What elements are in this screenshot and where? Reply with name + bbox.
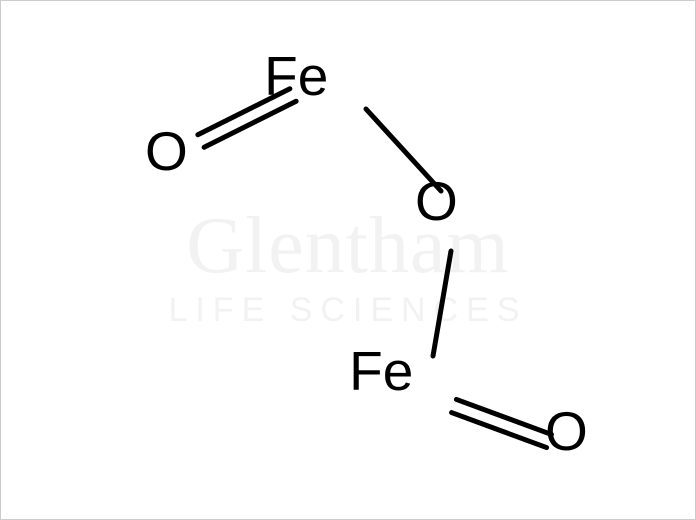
atom-O3: O [545, 404, 588, 459]
bond-layer [1, 1, 696, 520]
atom-Fe2: Fe [349, 344, 413, 399]
structure-canvas: Glentham LIFE SCIENCES OFeOFeO [0, 0, 696, 520]
bond-line [433, 251, 451, 356]
bond-line [452, 413, 547, 448]
atom-Fe1: Fe [264, 49, 328, 104]
atom-O1: O [145, 124, 188, 179]
atom-O2: O [415, 174, 458, 229]
bond-line [456, 399, 551, 434]
